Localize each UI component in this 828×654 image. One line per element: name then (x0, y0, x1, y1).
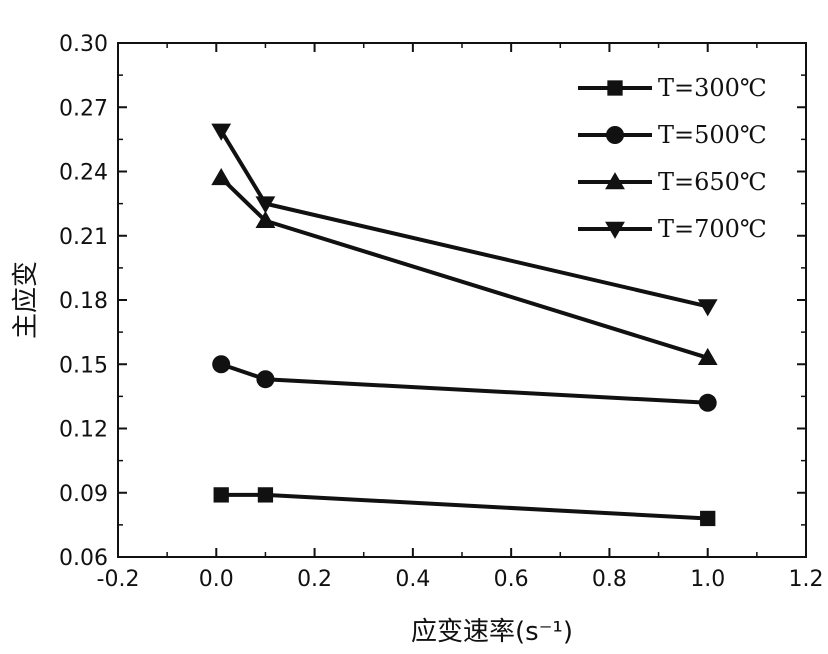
x-tick-label: -0.2 (97, 567, 140, 592)
series-line (220, 362, 708, 405)
axis-ticks (117, 42, 807, 558)
y-tick-label: 0.12 (59, 418, 108, 443)
data-point (257, 487, 274, 503)
x-tick-label: 0.0 (199, 567, 234, 592)
legend-label: T=700℃ (658, 215, 767, 243)
data-point (700, 510, 716, 527)
legend-item: T=300℃ (578, 74, 767, 102)
y-tick-label: 0.30 (59, 32, 108, 57)
series-4 (211, 123, 718, 317)
series-line (219, 129, 709, 309)
legend-marker (607, 80, 623, 96)
data-point (211, 168, 232, 186)
x-tick-label: 0.6 (494, 567, 529, 592)
data-point (698, 393, 717, 412)
y-axis-title: 主应变 (11, 261, 41, 339)
series-2 (212, 355, 717, 412)
y-tick-label: 0.06 (59, 546, 108, 571)
data-point (697, 347, 718, 366)
data-point (256, 370, 275, 389)
legend: T=300℃ T=500℃ T=650℃ T=700℃ (578, 74, 767, 243)
legend-marker (605, 172, 625, 190)
series-line (219, 176, 709, 360)
legend-item: T=500℃ (578, 121, 767, 149)
legend-label: T=300℃ (658, 74, 767, 102)
x-tick-label: 0.2 (297, 567, 332, 592)
legend-label: T=500℃ (658, 121, 767, 149)
data-point (212, 355, 231, 374)
y-tick-label: 0.27 (59, 96, 108, 121)
x-tick-label: 0.8 (592, 567, 627, 592)
axis-tick-labels: -0.2 0.0 0.2 0.4 0.6 0.8 1.0 1.2 0.06 0.09 0.12 0.1… (59, 32, 823, 592)
y-tick-label: 0.24 (59, 161, 108, 186)
legend-item: T=650℃ (578, 168, 767, 196)
y-tick-label: 0.18 (59, 289, 108, 314)
series-1 (213, 487, 716, 527)
series-group (211, 123, 718, 527)
x-tick-label: 1.0 (690, 567, 725, 592)
x-axis-title: 应变速率(s⁻¹) (411, 617, 573, 647)
data-point (255, 210, 276, 228)
y-tick-label: 0.21 (59, 225, 108, 250)
y-tick-label: 0.15 (59, 353, 108, 378)
x-tick-label: 0.4 (395, 567, 430, 592)
data-point (255, 196, 276, 214)
data-point (697, 299, 718, 317)
series-3 (211, 168, 718, 366)
x-tick-label: 1.2 (789, 567, 824, 592)
legend-marker (605, 221, 625, 239)
legend-label: T=650℃ (658, 168, 767, 196)
legend-marker (606, 126, 624, 144)
data-point (213, 487, 229, 503)
legend-item: T=700℃ (578, 215, 767, 243)
data-point (211, 123, 232, 141)
series-line (221, 492, 708, 521)
y-tick-label: 0.09 (59, 482, 108, 507)
